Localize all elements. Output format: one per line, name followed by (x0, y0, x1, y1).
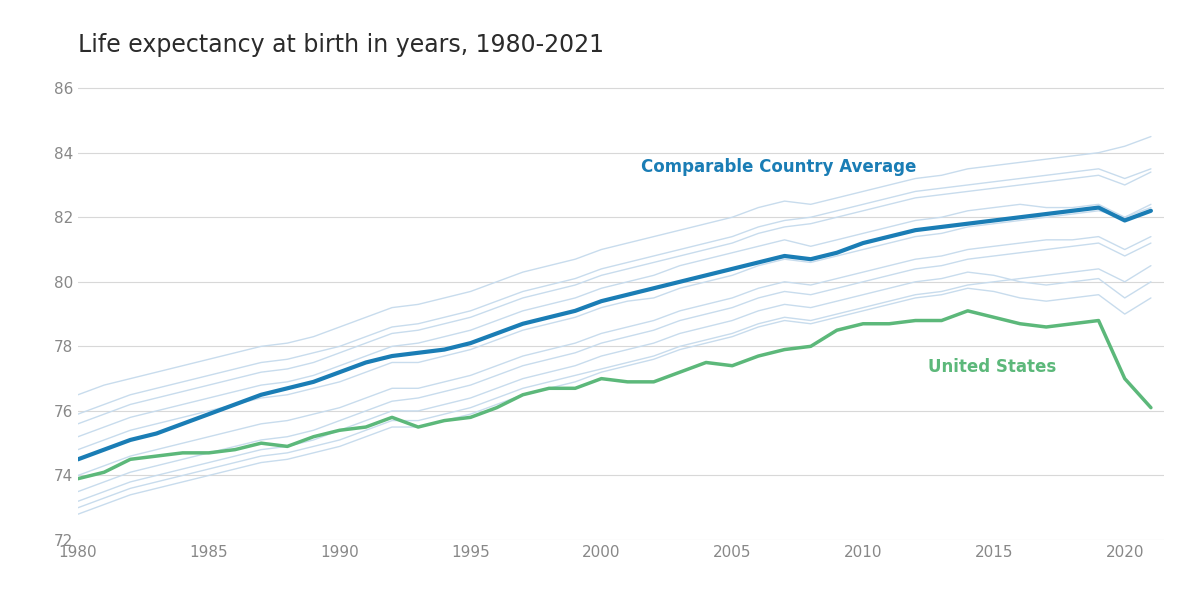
Text: Comparable Country Average: Comparable Country Average (641, 158, 916, 176)
Text: Life expectancy at birth in years, 1980-2021: Life expectancy at birth in years, 1980-… (78, 33, 604, 57)
Text: United States: United States (929, 358, 1057, 376)
